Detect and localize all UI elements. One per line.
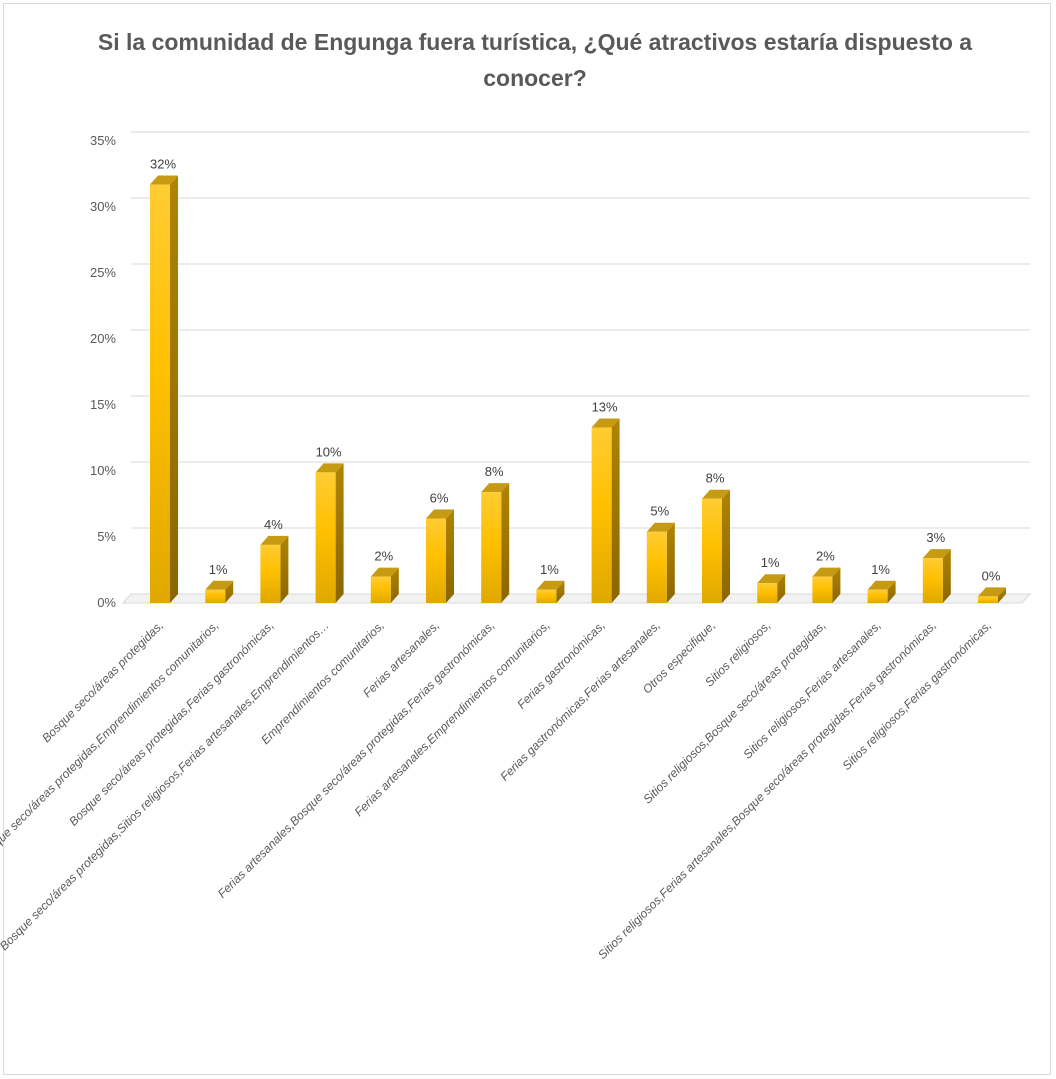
bar-front [646,531,667,603]
bar [591,418,620,603]
bar-top [536,580,565,590]
bar-front [150,184,170,603]
bar-top [757,574,786,584]
bar-top [702,489,730,499]
bar-side [446,509,454,603]
bar-side [611,418,620,603]
bar [978,587,1006,603]
bar-side [998,587,1006,603]
bar-front [922,558,943,603]
bar [205,580,234,603]
bar-side [666,522,675,603]
grid-layer: 0% 5% 10% 15% 20% 25% 30% 35% [90,131,1032,610]
chart-frame [3,3,1051,1075]
bar [646,522,675,603]
bar-side [556,580,565,603]
bar-top [315,463,344,473]
data-label: 1% [209,562,228,577]
bar-side [280,535,289,603]
bar-side [832,567,841,603]
y-tick-label: 10% [90,463,116,478]
bar-front [536,589,557,603]
bar-front [315,472,336,603]
bar-front [205,589,226,603]
data-label: 1% [761,555,780,570]
bar-top [812,567,841,577]
category-label: Bosque seco/áreas protegidas,Ferias gast… [66,618,276,828]
data-label: 4% [264,517,283,532]
bar-top [150,175,178,185]
bar [260,535,289,603]
y-tick-label: 15% [90,397,116,412]
data-label: 32% [150,157,176,172]
chart-title-line-1: Si la comunidad de Engunga fuera turísti… [98,29,972,55]
bar-front [757,583,778,603]
bar-front [812,576,833,603]
y-tick-label: 0% [97,595,116,610]
bar-top [867,580,896,590]
bar [812,567,841,603]
bar-front [867,589,888,603]
bar-front [978,596,998,603]
bar-top [426,509,454,519]
bar-top [481,483,510,493]
data-label: 2% [374,549,393,564]
chart-title-line-2: conocer? [483,65,587,91]
data-label: 13% [592,399,618,414]
bar-front [702,498,722,603]
category-label: Bosque seco/áreas protegidas,Emprendimie… [0,618,221,864]
bar-top [370,567,399,577]
bar-side [170,175,178,603]
bar-side [887,580,896,603]
bar-side [225,580,234,603]
bar-top [260,535,289,545]
bar-side [777,574,786,603]
bar-top [646,522,675,532]
bar-front [260,544,281,603]
bar-front [591,427,612,603]
y-tick-label: 5% [97,529,116,544]
data-label: 5% [650,504,669,519]
bars-layer [150,175,1006,603]
bar [536,580,565,603]
bar-side [390,567,399,603]
category-label: Ferias artesanales,Bosque seco/áreas pro… [215,618,498,901]
data-label: 1% [540,562,559,577]
y-tick-label: 30% [90,199,116,214]
data-label: 8% [706,471,725,486]
bar-top [978,587,1006,597]
data-label: 10% [316,444,342,459]
bar-top [591,418,620,428]
bar-side [942,549,951,603]
bar-front [481,492,502,603]
chart-floor [121,593,1032,604]
y-tick-label: 20% [90,331,116,346]
bar [481,483,510,603]
data-label: 1% [871,562,890,577]
bar [315,463,344,603]
bar [150,175,178,603]
bar [922,549,951,603]
y-tick-label: 35% [90,133,116,148]
bar-front [426,518,446,603]
bar-front [370,576,391,603]
bar [702,489,730,603]
bar [370,567,399,603]
data-label: 6% [430,491,449,506]
data-label: 0% [982,568,1001,583]
y-tick-label: 25% [90,265,116,280]
bar-top [922,549,951,559]
data-label: 8% [485,464,504,479]
bar [757,574,786,603]
bar-side [335,463,344,603]
data-label: 2% [816,549,835,564]
bar-side [722,489,730,603]
bar [867,580,896,603]
bar-top [205,580,234,590]
bar-side [501,483,510,603]
data-label: 3% [926,530,945,545]
bar [426,509,454,603]
category-label: Ferias artesanales,Emprendimientos comun… [352,618,553,819]
